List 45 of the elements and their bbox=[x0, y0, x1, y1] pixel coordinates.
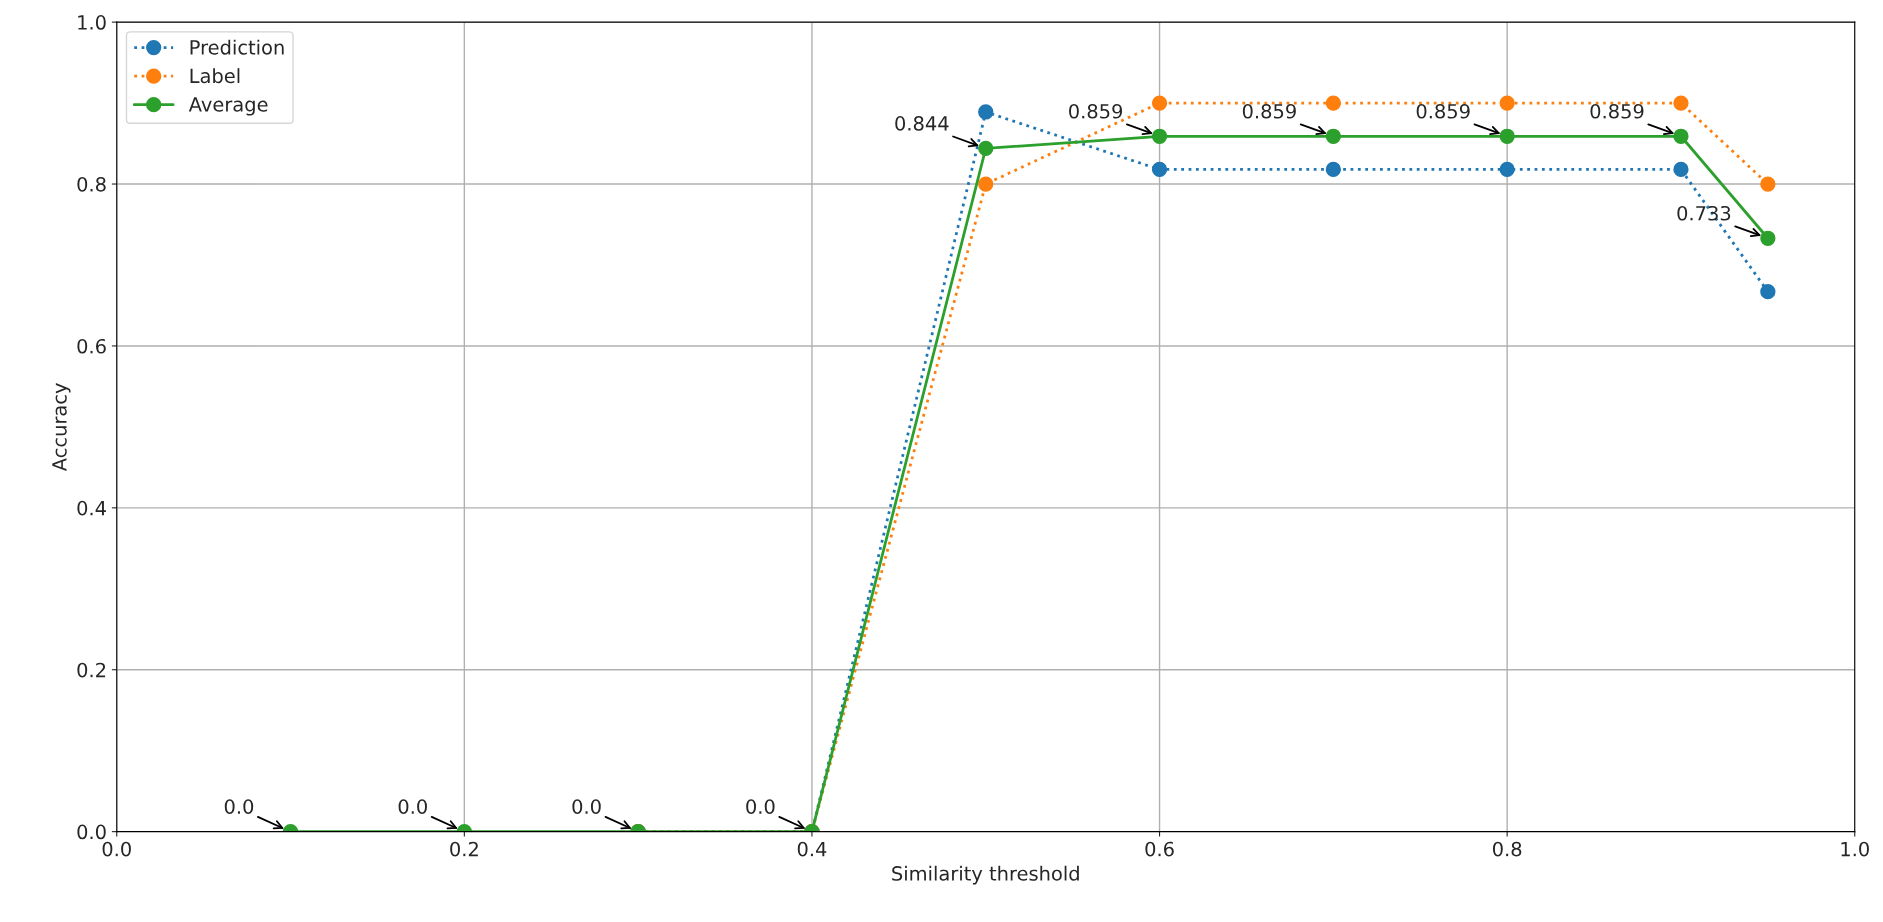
legend-label: Prediction bbox=[190, 39, 284, 55]
y-tick-label: 0.8 bbox=[77, 176, 106, 192]
y-axis-title: Accuracy bbox=[52, 383, 71, 472]
point bbox=[1499, 95, 1515, 111]
point bbox=[1673, 95, 1689, 111]
x-tick-label: 0.6 bbox=[1145, 841, 1174, 857]
point bbox=[1760, 230, 1776, 246]
point bbox=[978, 104, 994, 120]
annotation: 0.859 bbox=[1242, 103, 1296, 119]
point bbox=[1325, 128, 1341, 144]
point bbox=[1673, 161, 1689, 178]
y-tick-label: 0.2 bbox=[77, 662, 106, 678]
x-axis-title: Similarity threshold bbox=[892, 865, 1079, 885]
annotation: 0.0 bbox=[572, 799, 601, 814]
annotation: 0.859 bbox=[1416, 103, 1470, 119]
legend-label: Label bbox=[190, 68, 240, 84]
annotation: 0.0 bbox=[746, 799, 775, 814]
point bbox=[1151, 128, 1168, 144]
y-tick-label: 0.6 bbox=[77, 338, 106, 354]
y-tick-label: 0.4 bbox=[77, 500, 106, 516]
x-tick-label: 0.0 bbox=[102, 841, 131, 857]
point bbox=[1499, 128, 1515, 144]
point bbox=[978, 140, 994, 157]
point bbox=[1499, 161, 1515, 178]
point bbox=[1151, 161, 1168, 178]
y-tick-label: 1.0 bbox=[78, 15, 106, 30]
point bbox=[1760, 284, 1776, 300]
y-tick-label: 0.0 bbox=[77, 824, 106, 840]
x-tick-label: 0.2 bbox=[450, 841, 478, 857]
x-tick-label: 0.8 bbox=[1492, 841, 1522, 857]
annotation: 0.859 bbox=[1590, 103, 1644, 119]
annotation: 0.859 bbox=[1069, 103, 1123, 119]
point bbox=[1760, 176, 1776, 192]
legend-label: Average bbox=[188, 97, 268, 116]
point bbox=[1325, 95, 1341, 111]
annotation: 0.0 bbox=[224, 799, 254, 814]
x-tick-label: 1.0 bbox=[1841, 841, 1869, 857]
point bbox=[1673, 128, 1689, 144]
annotation: 0.0 bbox=[398, 799, 427, 814]
annotation: 0.844 bbox=[895, 116, 949, 131]
point bbox=[978, 176, 994, 192]
point bbox=[1151, 95, 1168, 111]
point bbox=[1325, 161, 1341, 178]
x-tick-label: 0.4 bbox=[797, 841, 827, 857]
annotation: 0.733 bbox=[1677, 205, 1731, 221]
